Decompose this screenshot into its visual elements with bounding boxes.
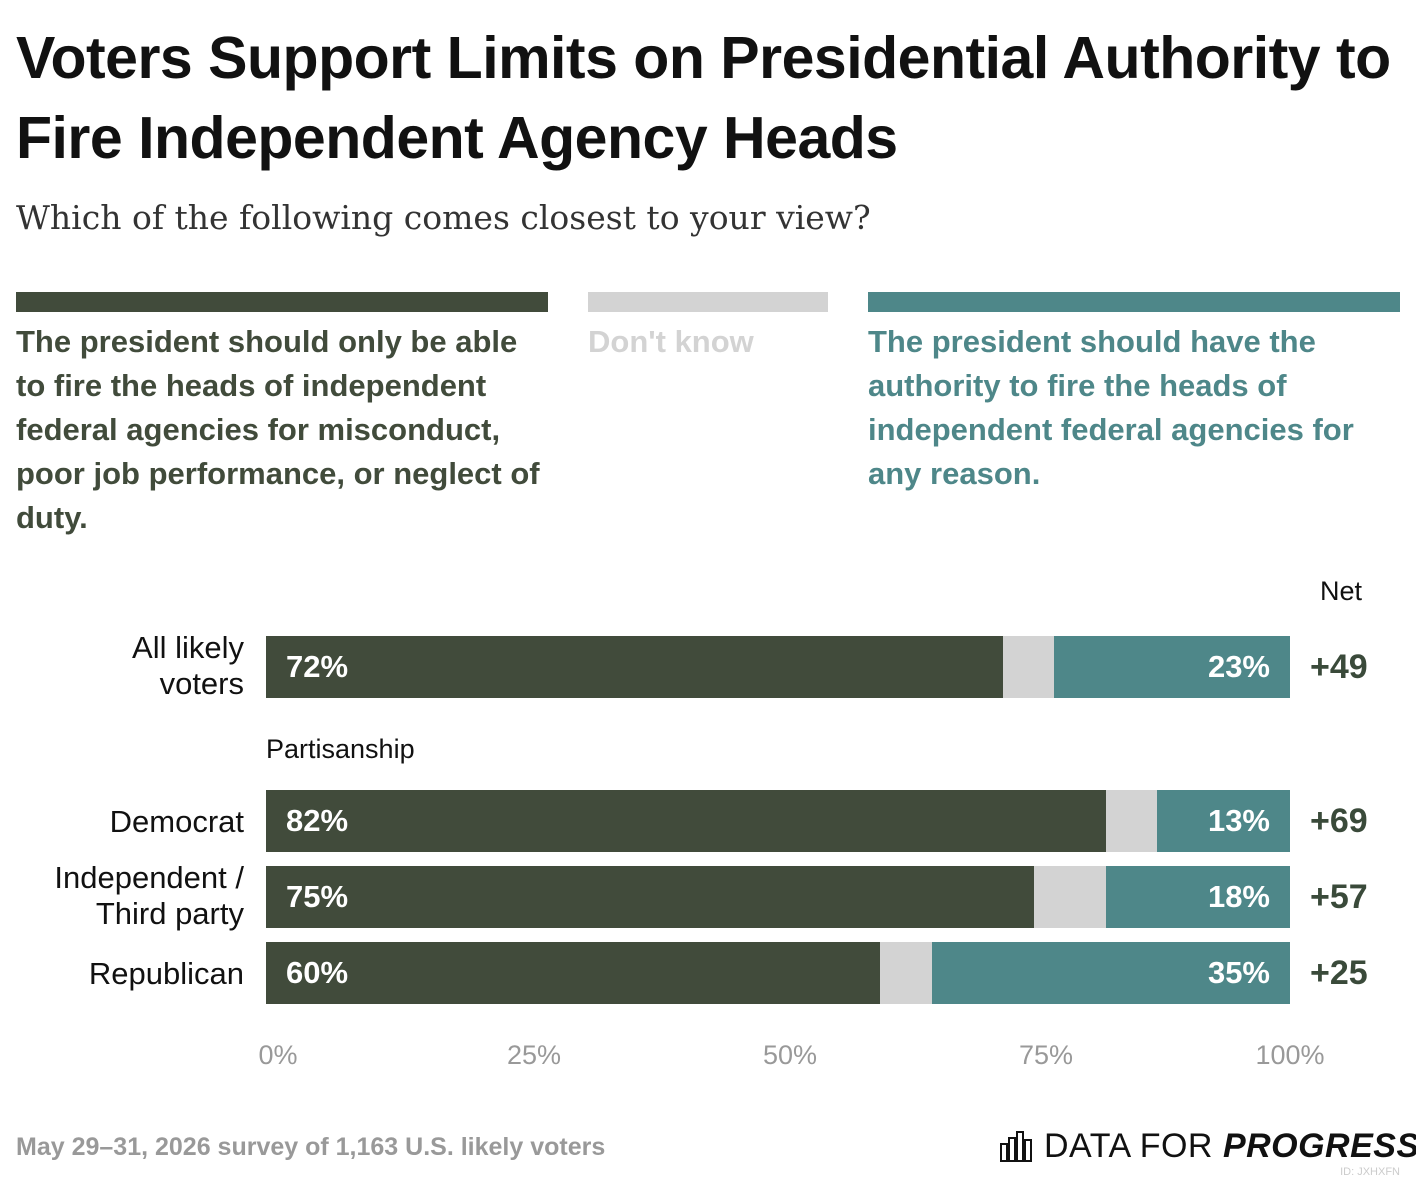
chart-id-tag: ID: JXHXFN (1340, 1166, 1400, 1178)
bar-row-independent-third-party: 75% 18% (266, 866, 1290, 928)
x-tick-label: 0% (258, 1040, 298, 1070)
bar-segment-limit (266, 636, 1004, 698)
legend-label-any-reason: The president should have the authority … (868, 324, 1354, 491)
net-column-header: Net (1320, 576, 1363, 606)
data-label-any-reason: 35% (1207, 955, 1270, 990)
row-label-democrat: Democrat (0, 804, 244, 840)
bar-segment-limit (266, 942, 881, 1004)
x-tick-label: 75% (1018, 1040, 1074, 1070)
bar-chart-logo-icon (1000, 1131, 1032, 1162)
x-tick-label: 100% (1255, 1040, 1325, 1070)
legend-swatch-any-reason (868, 292, 1400, 312)
chart-title: Voters Support Limits on Presidential Au… (16, 25, 1391, 171)
row-label-line: Independent / (54, 860, 244, 895)
bar-segment-dont-know (1003, 636, 1055, 698)
row-label-line: All likely (132, 630, 244, 665)
data-label-limit: 60% (286, 955, 349, 990)
brand-wordmark: DATA FOR PROGRESS (1044, 1127, 1416, 1166)
net-value-independent-third-party: +57 (1310, 878, 1368, 916)
bar-row-democrat: 82% 13% (266, 790, 1290, 852)
data-label-any-reason: 18% (1207, 879, 1270, 914)
net-value-all-likely-voters: +49 (1310, 648, 1368, 686)
data-label-limit: 75% (286, 879, 349, 914)
legend-swatch-dont-know (588, 292, 828, 312)
bar-segment-any-reason (1054, 636, 1290, 698)
net-value-democrat: +69 (1310, 802, 1368, 840)
data-label-limit: 82% (286, 803, 349, 838)
legend-swatch-limit (16, 292, 548, 312)
bar-segment-any-reason (1105, 866, 1290, 928)
legend-item-any-reason: The president should have the authority … (868, 292, 1400, 496)
brand-logo: DATA FOR PROGRESS (1000, 1124, 1416, 1168)
brand-suffix: PROGRESS (1222, 1126, 1416, 1165)
legend-label-dont-know: Don't know (588, 324, 754, 359)
data-label-any-reason: 13% (1207, 803, 1270, 838)
x-tick-label: 25% (506, 1040, 562, 1070)
data-label-limit: 72% (286, 649, 349, 684)
bar-segment-dont-know (880, 942, 932, 1004)
row-label-line: Republican (88, 956, 244, 991)
row-label-line: voters (159, 666, 244, 701)
bar-segment-dont-know (1105, 790, 1157, 852)
footer-note: May 29–31, 2026 survey of 1,163 U.S. lik… (16, 1133, 606, 1161)
brand-prefix: DATA FOR (1044, 1126, 1213, 1165)
legend-item-dont-know: Don't know (588, 292, 828, 364)
row-label-all-likely-voters: All likely voters (0, 630, 244, 702)
net-value-republican: +25 (1310, 954, 1368, 992)
bar-row-republican: 60% 35% (266, 942, 1290, 1004)
bar-segment-limit (266, 866, 1034, 928)
bar-segment-dont-know (1034, 866, 1106, 928)
bar-row-all-likely-voters: 72% 23% (266, 636, 1290, 698)
bar-segment-any-reason (1156, 790, 1290, 852)
row-label-republican: Republican (0, 956, 244, 992)
bar-segment-limit (266, 790, 1106, 852)
legend-item-limit: The president should only be able to fir… (16, 292, 548, 540)
row-label-independent-third-party: Independent / Third party (0, 860, 244, 932)
legend-label-limit: The president should only be able to fir… (16, 324, 540, 535)
row-label-line: Third party (95, 896, 244, 931)
bar-segment-any-reason (931, 942, 1290, 1004)
section-label-partisanship: Partisanship (266, 734, 415, 764)
x-tick-label: 50% (762, 1040, 818, 1070)
data-label-any-reason: 23% (1207, 649, 1270, 684)
row-label-line: Democrat (109, 804, 244, 839)
chart-subtitle: Which of the following comes closest to … (16, 198, 871, 237)
